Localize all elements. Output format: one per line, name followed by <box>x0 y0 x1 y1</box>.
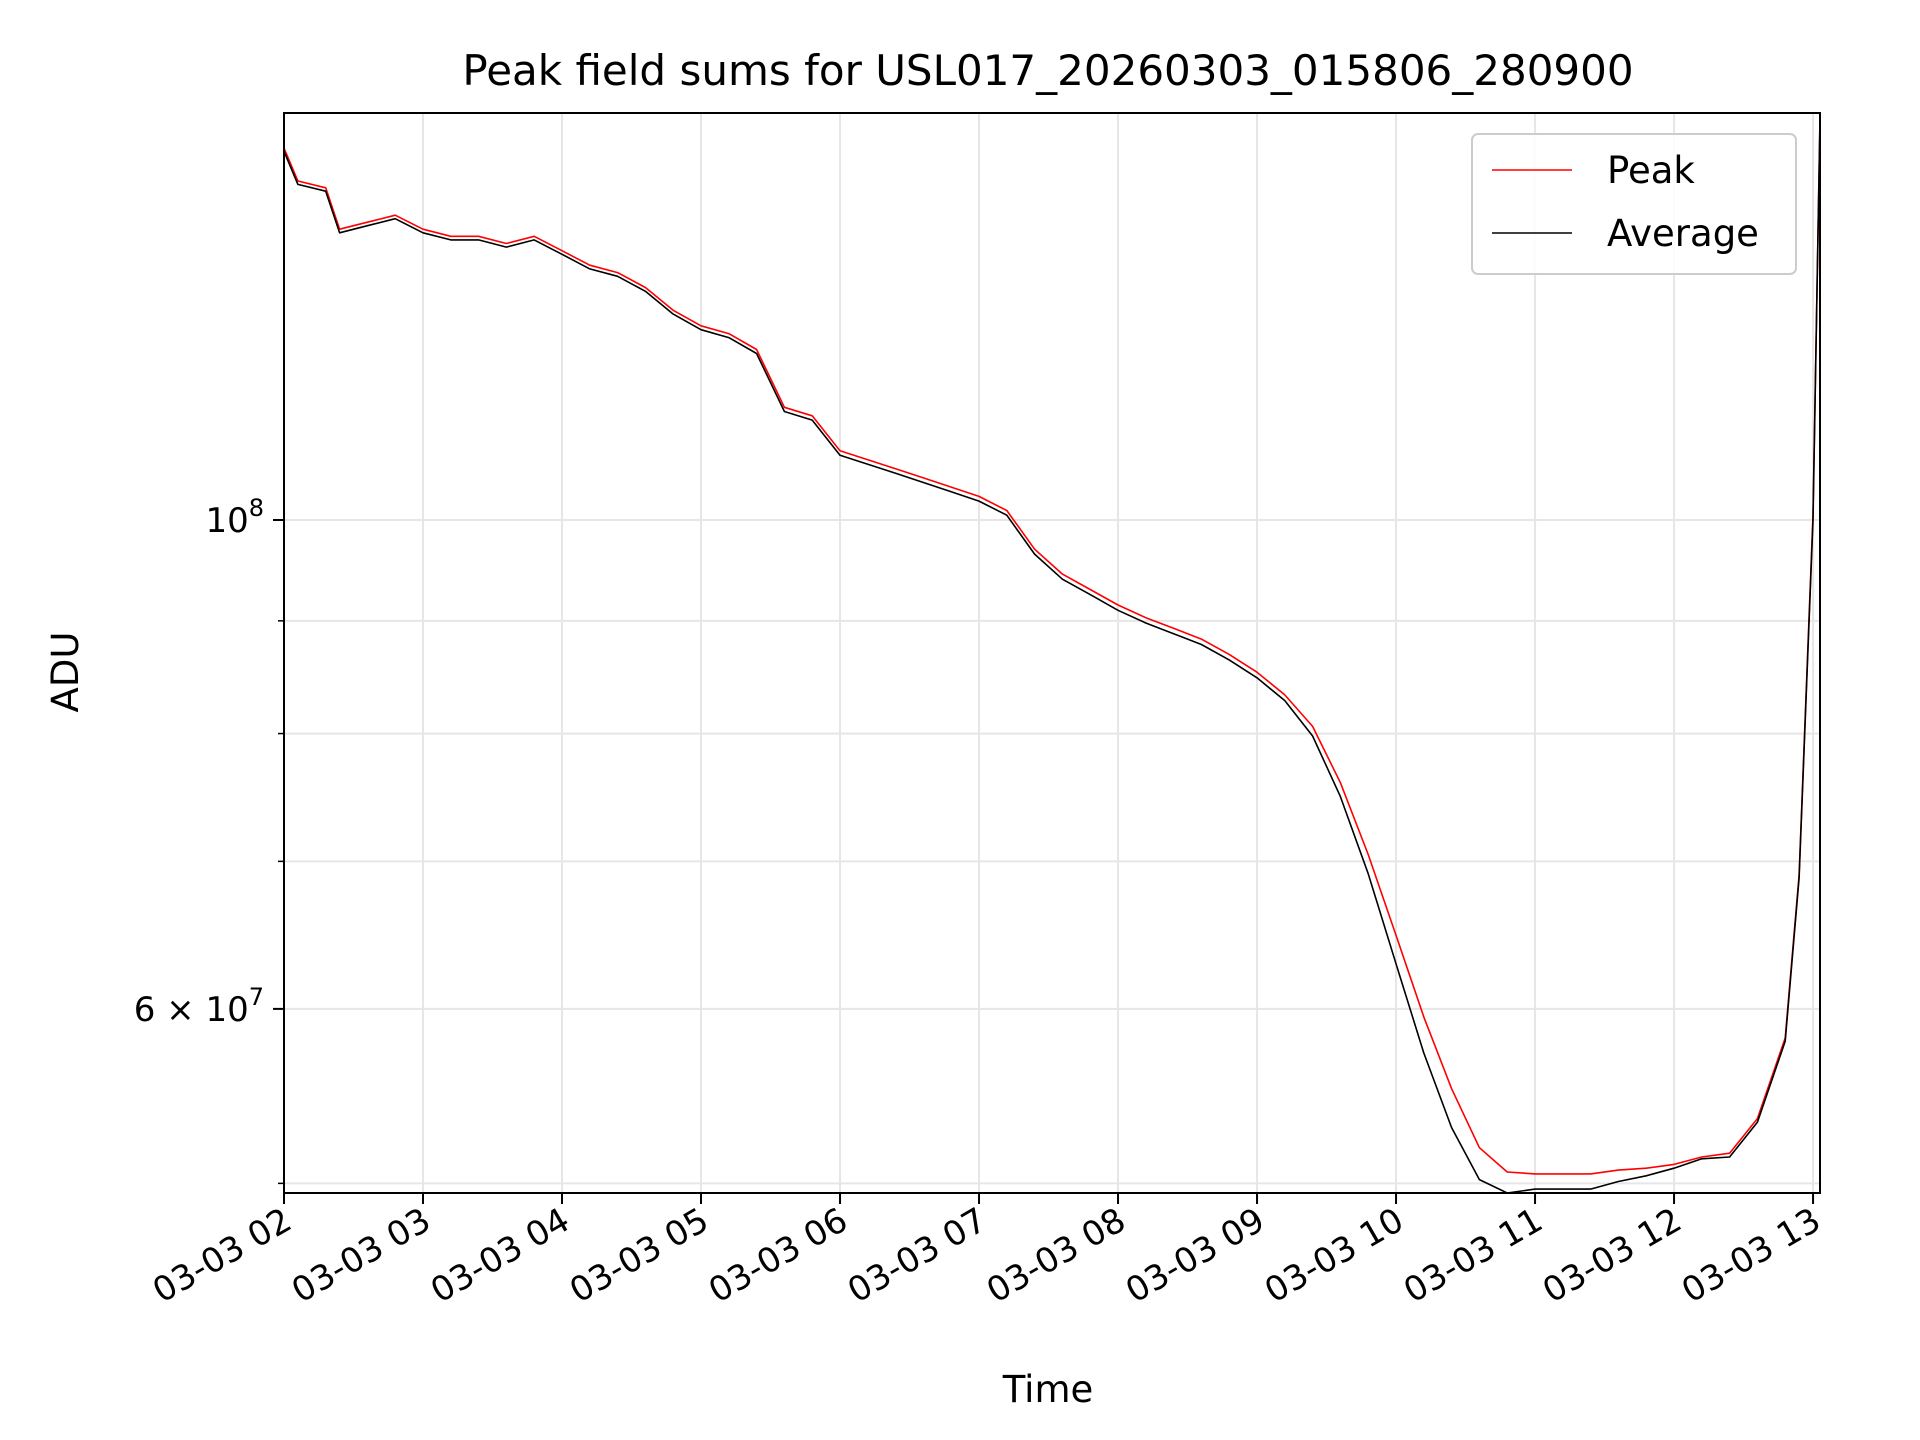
legend-label-average: Average <box>1607 212 1759 255</box>
y-axis-label: ADU <box>44 632 87 713</box>
y-tick-label: 6 × 107 <box>134 983 264 1030</box>
legend: Peak Average <box>1471 133 1797 275</box>
chart-title: Peak field sums for USL017_20260303_0158… <box>462 46 1633 95</box>
y-axis-ticks: 108 6 × 107 <box>134 494 284 1185</box>
legend-label-peak: Peak <box>1607 149 1695 192</box>
axes-frame <box>283 112 1821 1194</box>
series-line-peak <box>284 119 1820 1175</box>
series-line-average <box>284 119 1820 1193</box>
x-axis-label: Time <box>1002 1368 1094 1411</box>
y-tick-label: 108 <box>205 494 264 541</box>
legend-box <box>1471 133 1797 275</box>
series-layer <box>284 119 1820 1193</box>
grid-lines <box>283 113 1820 1193</box>
